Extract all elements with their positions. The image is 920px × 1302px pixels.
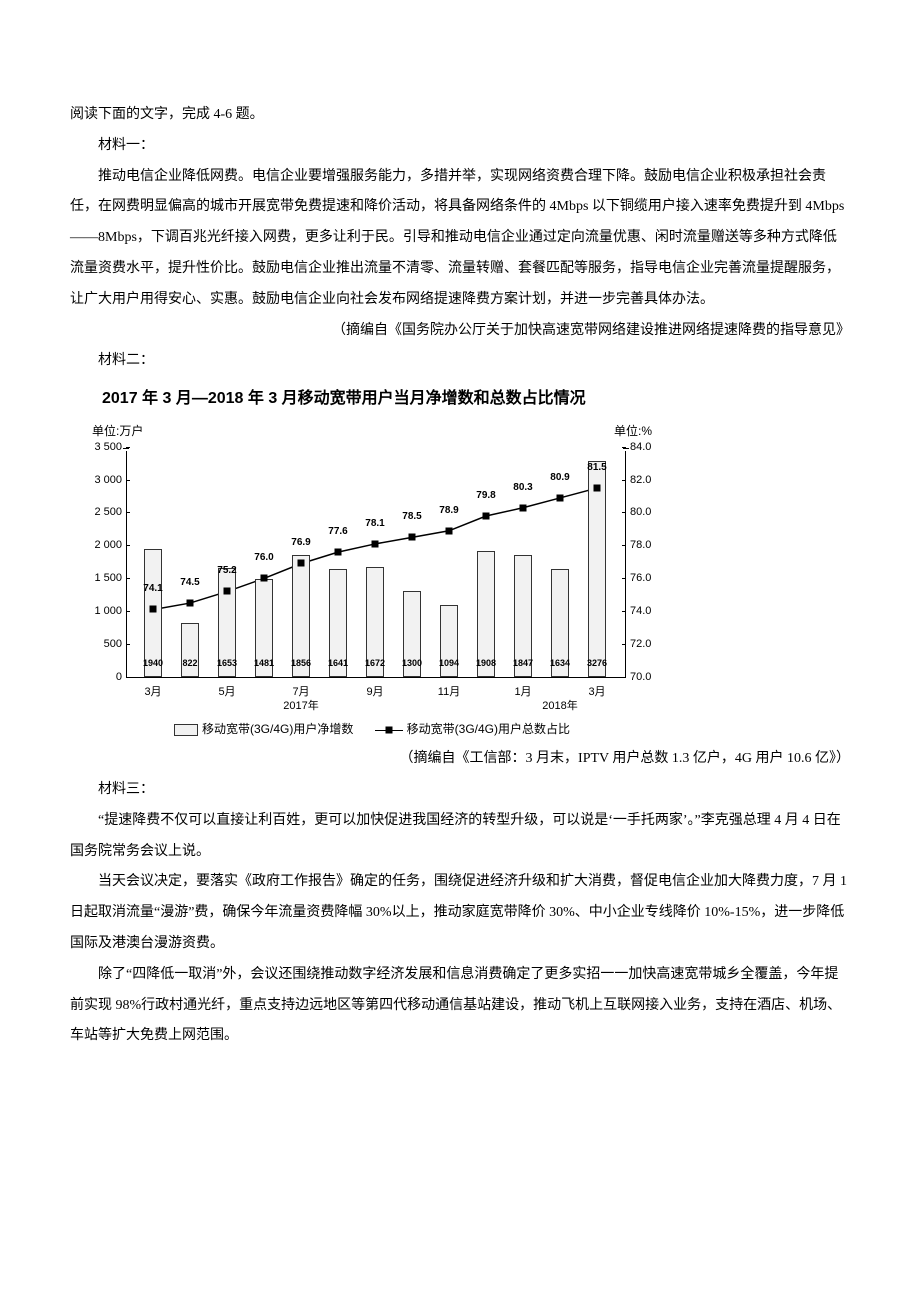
bar: 822: [181, 623, 199, 677]
chart-container: 单位:万户 单位:% 05001 0001 5002 0002 5003 000…: [92, 418, 652, 742]
bar: 1672: [366, 567, 384, 677]
line-point: [335, 548, 342, 555]
bar-label: 822: [182, 654, 197, 674]
y-right-tick: 84.0: [630, 435, 656, 459]
bar-label: 1094: [439, 654, 459, 674]
material-1-body: 推动电信企业降低网费。电信企业要增强服务能力，多措并举，实现网络资费合理下降。鼓…: [70, 162, 850, 316]
line-point: [520, 504, 527, 511]
bar-label: 1481: [254, 654, 274, 674]
y-right-tick: 70.0: [630, 665, 656, 689]
material-1-head: 材料一：: [70, 131, 850, 162]
x-year-label: 2017年: [283, 694, 318, 718]
legend-line-icon: [375, 725, 403, 735]
material-3-p2: 当天会议决定，要落实《政府工作报告》确定的任务，围绕促进经济升级和扩大消费，督促…: [70, 867, 850, 959]
bar-label: 1634: [550, 654, 570, 674]
line-label: 78.1: [365, 513, 384, 535]
material-3-p3: 除了“四降低一取消”外，会议还围绕推动数字经济发展和信息消费确定了更多实招一一加…: [70, 960, 850, 1052]
line-point: [224, 588, 231, 595]
y-right-tick: 72.0: [630, 632, 656, 656]
bar: 1940: [144, 549, 162, 676]
y-right-tick: 76.0: [630, 566, 656, 590]
y-left-tick: 2 500: [92, 500, 122, 524]
line-label: 80.3: [513, 477, 532, 499]
y-right-tick: 82.0: [630, 468, 656, 492]
material-3-p1: “提速降费不仅可以直接让利百姓，更可以加快促进我国经济的转型升级，可以说是‘一手…: [70, 806, 850, 868]
y-right-tick: 78.0: [630, 533, 656, 557]
chart-title: 2017 年 3 月—2018 年 3 月移动宽带用户当月净增数和总数占比情况: [70, 381, 850, 416]
line-point: [557, 494, 564, 501]
bar: 1908: [477, 551, 495, 676]
line-label: 74.1: [143, 579, 162, 601]
x-axis-months: 3月5月7月9月11月1月3月: [126, 680, 626, 694]
bar: 3276: [588, 461, 606, 676]
material-1-source: （摘编自《国务院办公厅关于加快高速宽带网络建设推进网络提速降费的指导意见》: [70, 316, 850, 347]
y-left-tick: 3 000: [92, 468, 122, 492]
y-right-tick: 80.0: [630, 500, 656, 524]
bar-label: 1672: [365, 654, 385, 674]
line-point: [150, 606, 157, 613]
y-left-tick: 1 500: [92, 566, 122, 590]
line-label: 74.5: [180, 572, 199, 594]
legend-bar-icon: [174, 724, 198, 736]
line-label: 75.2: [217, 561, 236, 583]
legend-line-label: 移动宽带(3G/4G)用户总数占比: [407, 722, 570, 736]
line-point: [483, 512, 490, 519]
material-2-source: （摘编自《工信部：3 月末，IPTV 用户总数 1.3 亿户，4G 用户 10.…: [70, 744, 850, 775]
x-axis-years: 2017年2018年: [126, 694, 626, 710]
line-label: 76.0: [254, 547, 273, 569]
material-2-head: 材料二：: [70, 346, 850, 377]
chart-plot: 05001 0001 5002 0002 5003 0003 50070.072…: [126, 447, 626, 678]
bar-label: 1847: [513, 654, 533, 674]
y-right-tick: 74.0: [630, 599, 656, 623]
line-point: [298, 560, 305, 567]
bar: 1094: [440, 605, 458, 677]
line-label: 77.6: [328, 521, 347, 543]
y-left-tick: 500: [92, 632, 122, 656]
bar-label: 1653: [217, 654, 237, 674]
chart-legend: 移动宽带(3G/4G)用户净增数 移动宽带(3G/4G)用户总数占比: [92, 716, 652, 742]
x-year-label: 2018年: [542, 694, 577, 718]
line-point: [187, 599, 194, 606]
bar-label: 1300: [402, 654, 422, 674]
bar: 1653: [218, 568, 236, 677]
line-label: 81.5: [587, 457, 606, 479]
bar-label: 3276: [587, 654, 607, 674]
line-label: 76.9: [291, 533, 310, 555]
line-point: [261, 575, 268, 582]
material-3-head: 材料三：: [70, 775, 850, 806]
bar: 1300: [403, 591, 421, 676]
bar: 1856: [292, 555, 310, 677]
bar-label: 1908: [476, 654, 496, 674]
bar-label: 1940: [143, 654, 163, 674]
line-point: [372, 540, 379, 547]
line-label: 80.9: [550, 467, 569, 489]
line-label: 78.9: [439, 500, 458, 522]
y-left-tick: 2 000: [92, 533, 122, 557]
bar: 1641: [329, 569, 347, 677]
legend-bar-label: 移动宽带(3G/4G)用户净增数: [202, 722, 353, 736]
line-point: [409, 534, 416, 541]
line-label: 78.5: [402, 506, 421, 528]
line-point: [446, 527, 453, 534]
bar: 1481: [255, 579, 273, 676]
line-point: [594, 484, 601, 491]
bar-label: 1641: [328, 654, 348, 674]
bar-label: 1856: [291, 654, 311, 674]
line-label: 79.8: [476, 485, 495, 507]
y-left-tick: 3 500: [92, 435, 122, 459]
y-left-tick: 0: [92, 665, 122, 689]
bar: 1847: [514, 555, 532, 676]
bar: 1634: [551, 569, 569, 676]
y-left-tick: 1 000: [92, 599, 122, 623]
intro-text: 阅读下面的文字，完成 4-6 题。: [70, 100, 850, 131]
